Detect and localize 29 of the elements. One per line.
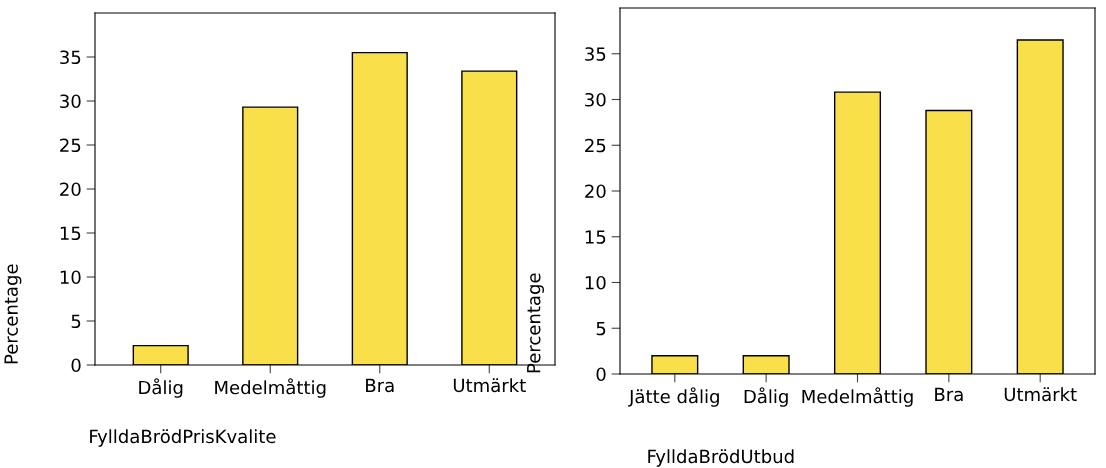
y-tick-label: 20 bbox=[585, 184, 606, 199]
x-axis-title: FylldaBrödPrisKvalite bbox=[90, 429, 276, 447]
y-tick-label: 5 bbox=[71, 314, 81, 329]
x-tick-label: Utmärkt bbox=[453, 378, 526, 393]
y-tick-label: 20 bbox=[60, 182, 81, 197]
x-axis-title: FylldaBrödUtbud bbox=[648, 449, 794, 467]
y-tick-label: 10 bbox=[585, 275, 606, 290]
x-tick-label: Dålig bbox=[744, 387, 788, 407]
y-tick-label: 30 bbox=[585, 92, 606, 107]
y-tick-label: 0 bbox=[596, 367, 606, 382]
y-axis-title: Percentage bbox=[4, 264, 22, 364]
y-tick-label: 10 bbox=[60, 270, 81, 285]
x-tick-label: Dålig bbox=[139, 378, 183, 398]
y-axis-title: Percentage bbox=[527, 273, 544, 373]
x-tick-label: Jätte dålig bbox=[628, 387, 719, 407]
x-tick-label: Medelmåttig bbox=[802, 387, 913, 407]
y-tick-label: 35 bbox=[60, 50, 81, 65]
y-tick-label: 25 bbox=[60, 138, 81, 153]
x-tick-label: Medelmåttig bbox=[215, 378, 326, 398]
y-tick-label: 15 bbox=[60, 226, 81, 241]
y-tick-label: 25 bbox=[585, 138, 606, 153]
y-tick-label: 30 bbox=[60, 94, 81, 109]
y-tick-label: 5 bbox=[596, 321, 606, 336]
x-tick-label: Bra bbox=[366, 378, 394, 393]
y-tick-label: 35 bbox=[585, 47, 606, 61]
x-tick-label: Bra bbox=[935, 387, 963, 402]
x-tick-label: Utmärkt bbox=[1004, 387, 1077, 402]
y-tick-label: 15 bbox=[585, 230, 606, 244]
y-tick-label: 0 bbox=[71, 358, 81, 373]
